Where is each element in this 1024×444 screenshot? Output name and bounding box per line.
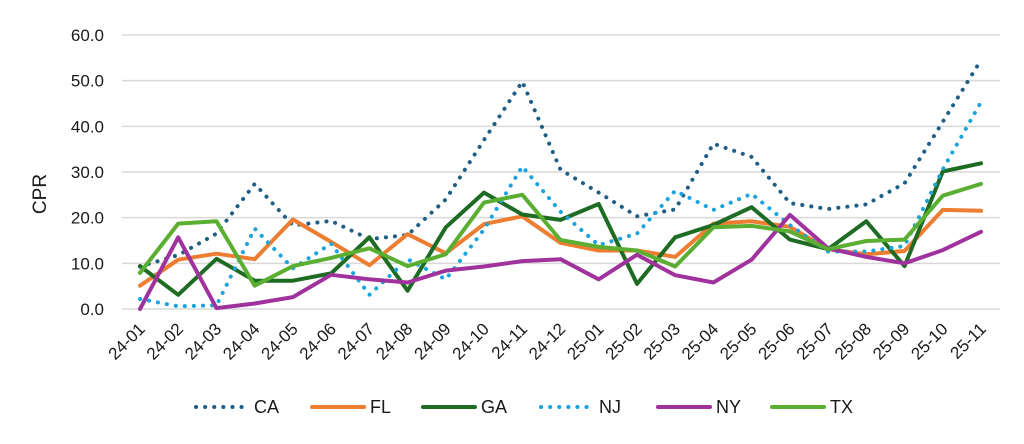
x-tick-label: 25-09	[869, 319, 913, 363]
series-line-ca	[138, 58, 983, 269]
legend: CA FL GA NJ NY TX	[194, 397, 853, 417]
y-tick-label: 60.0	[71, 26, 104, 45]
legend-item-nj: NJ	[539, 397, 621, 417]
legend-label: FL	[370, 397, 391, 417]
legend-label: TX	[830, 397, 853, 417]
x-tick-label: 24-05	[258, 319, 302, 363]
series-line-ny	[138, 212, 983, 311]
y-tick-label: 20.0	[71, 209, 104, 228]
x-tick-label: 25-08	[831, 319, 875, 363]
x-tick-label: 24-01	[105, 319, 149, 363]
x-tick-label: 25-06	[755, 319, 799, 363]
y-tick-label: 50.0	[71, 72, 104, 91]
legend-item-ny: NY	[656, 397, 741, 417]
x-tick-label: 24-12	[525, 319, 569, 363]
y-axis-ticks: 0.0 10.0 20.0 30.0 40.0 50.0 60.0	[71, 26, 104, 319]
x-tick-label: 25-05	[716, 319, 760, 363]
x-tick-label: 24-09	[410, 319, 454, 363]
y-tick-label: 30.0	[71, 163, 104, 182]
x-tick-label: 25-02	[602, 319, 646, 363]
x-tick-label: 25-01	[563, 319, 607, 363]
legend-label: NY	[716, 397, 741, 417]
x-tick-label: 24-07	[334, 319, 378, 363]
x-tick-label: 25-10	[907, 319, 951, 363]
x-tick-label: 24-11	[488, 319, 531, 362]
y-tick-label: 0.0	[80, 300, 104, 319]
legend-label: NJ	[599, 397, 621, 417]
x-tick-label: 24-03	[181, 319, 225, 363]
series-lines	[138, 58, 983, 311]
x-tick-label: 24-08	[372, 319, 416, 363]
x-tick-label: 24-10	[449, 319, 493, 363]
legend-item-tx: TX	[770, 397, 853, 417]
x-axis-ticks: 24-0124-0224-0324-0424-0524-0624-0724-08…	[105, 319, 990, 363]
x-tick-label: 25-07	[793, 319, 837, 363]
legend-label: CA	[254, 397, 279, 417]
x-tick-label: 25-04	[678, 319, 722, 363]
x-tick-label: 24-02	[143, 319, 187, 363]
legend-item-ga: GA	[421, 397, 507, 417]
legend-item-ca: CA	[194, 397, 279, 417]
gridlines	[122, 34, 1000, 310]
series-line-nj	[138, 100, 983, 309]
legend-item-fl: FL	[310, 397, 391, 417]
series-line-tx	[138, 181, 983, 288]
x-tick-label: 24-06	[296, 319, 340, 363]
y-tick-label: 10.0	[71, 254, 104, 273]
x-tick-label: 25-11	[947, 319, 990, 362]
legend-label: GA	[481, 397, 507, 417]
y-axis-title: CPR	[30, 174, 51, 214]
x-tick-label: 24-04	[219, 319, 263, 363]
series-line-ga	[138, 161, 983, 297]
x-tick-label: 25-03	[640, 319, 684, 363]
y-tick-label: 40.0	[71, 117, 104, 136]
